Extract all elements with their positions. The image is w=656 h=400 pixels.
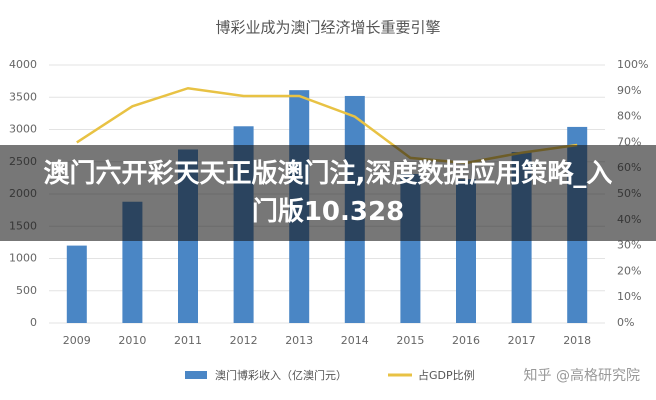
legend-label: 澳门博彩收入（亿澳门元） [215, 368, 347, 382]
y2-tick-label: 10% [617, 290, 641, 303]
y2-tick-label: 20% [617, 264, 641, 277]
bar [66, 245, 87, 323]
x-tick-label: 2009 [63, 334, 91, 347]
x-tick-label: 2011 [174, 334, 202, 347]
y-tick-label: 3500 [9, 90, 37, 103]
y-tick-label: 3000 [9, 123, 37, 136]
y2-tick-label: 100% [617, 58, 648, 71]
legend-label: 占GDP比例 [418, 368, 475, 382]
chart-title: 博彩业成为澳门经济增长重要引擎 [215, 19, 440, 37]
x-tick-label: 2016 [452, 334, 480, 347]
y2-tick-label: 80% [617, 110, 641, 123]
y2-tick-label: 30% [617, 239, 641, 252]
banner-text: 澳门六开彩天天正版澳门注,深度数据应用策略_入门版10.328 [43, 159, 613, 227]
watermark: 知乎 @高格研究院 [524, 367, 640, 384]
x-tick-label: 2017 [508, 334, 536, 347]
y-tick-label: 500 [16, 284, 37, 297]
x-tick-label: 2014 [341, 334, 369, 347]
x-tick-label: 2018 [563, 334, 591, 347]
y-tick-label: 1000 [9, 252, 37, 265]
x-tick-label: 2015 [396, 334, 424, 347]
x-tick-label: 2012 [230, 334, 258, 347]
y2-tick-label: 90% [617, 84, 641, 97]
x-tick-label: 2013 [285, 334, 313, 347]
y2-tick-label: 0% [617, 316, 634, 329]
banner: 澳门六开彩天天正版澳门注,深度数据应用策略_入门版10.328 [0, 145, 656, 241]
y-tick-label: 0 [30, 316, 37, 329]
x-tick-label: 2010 [118, 334, 146, 347]
y-tick-label: 4000 [9, 58, 37, 71]
legend-swatch [185, 371, 207, 379]
